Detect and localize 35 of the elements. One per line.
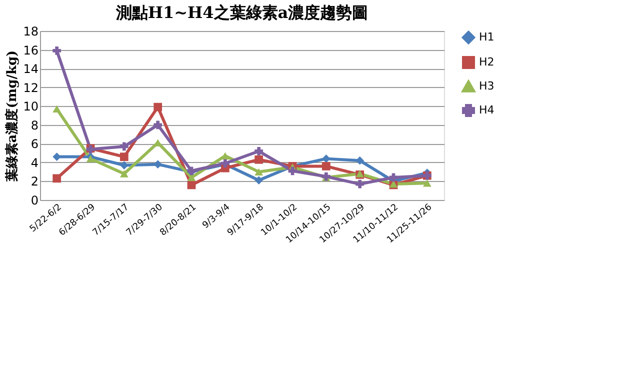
point xyxy=(154,102,162,112)
point xyxy=(322,162,330,170)
y-tick-label: 8 xyxy=(30,118,38,132)
legend-label: H4 xyxy=(479,104,494,116)
y-tick-label: 12 xyxy=(23,80,38,95)
legend-label: H2 xyxy=(479,56,494,68)
point xyxy=(254,146,264,156)
point xyxy=(187,180,196,190)
y-tick-label: 18 xyxy=(23,24,38,38)
point xyxy=(254,168,264,176)
point xyxy=(120,170,128,178)
point xyxy=(288,166,297,176)
point xyxy=(52,46,62,55)
point xyxy=(52,105,62,113)
y-tick-label: 6 xyxy=(30,137,38,152)
point xyxy=(154,120,162,130)
y-tick-label: 4 xyxy=(30,156,38,170)
point xyxy=(120,142,128,151)
y-tick-label: 2 xyxy=(30,174,38,189)
point xyxy=(356,156,364,165)
legend-label: H3 xyxy=(479,80,494,92)
y-tick-label: 16 xyxy=(23,43,38,58)
point xyxy=(422,179,432,187)
point xyxy=(120,152,128,161)
point xyxy=(356,180,364,188)
y-tick-label: 0 xyxy=(30,194,38,208)
point xyxy=(86,155,95,162)
y-tick-label: 14 xyxy=(23,62,38,76)
legend-label: H1 xyxy=(479,30,494,44)
y-axis-title: 葉綠素a濃度(mg/kg) xyxy=(4,50,20,183)
chart-title: 測點H1~H4之葉綠素a濃度趨勢圖 xyxy=(114,3,368,22)
point xyxy=(254,155,264,164)
y-tick-label: 10 xyxy=(23,100,38,114)
point xyxy=(254,176,264,184)
point xyxy=(52,174,62,183)
